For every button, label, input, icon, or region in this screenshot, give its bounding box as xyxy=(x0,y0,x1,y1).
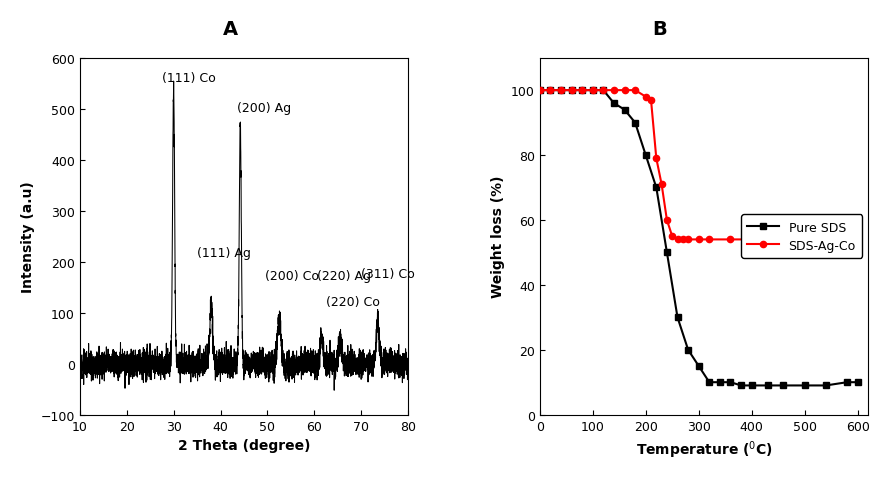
Legend: Pure SDS, SDS-Ag-Co: Pure SDS, SDS-Ag-Co xyxy=(741,215,862,258)
SDS-Ag-Co xyxy=(651,156,662,162)
SDS-Ag-Co xyxy=(672,237,683,243)
SDS-Ag-Co xyxy=(746,237,757,243)
Pure SDS xyxy=(534,88,545,94)
Line: Pure SDS: Pure SDS xyxy=(537,88,861,389)
Pure SDS xyxy=(672,315,683,321)
Text: (111) Ag: (111) Ag xyxy=(197,246,251,260)
Text: (311) Co: (311) Co xyxy=(361,267,416,280)
SDS-Ag-Co xyxy=(556,88,566,94)
X-axis label: Temperature ($^0$C): Temperature ($^0$C) xyxy=(635,438,773,460)
Pure SDS xyxy=(598,88,609,94)
Pure SDS xyxy=(852,380,863,386)
Text: (111) Co: (111) Co xyxy=(162,72,215,85)
SDS-Ag-Co xyxy=(799,237,810,243)
Pure SDS xyxy=(662,250,672,256)
SDS-Ag-Co xyxy=(641,95,651,101)
Line: SDS-Ag-Co: SDS-Ag-Co xyxy=(537,88,861,243)
SDS-Ag-Co xyxy=(725,237,735,243)
SDS-Ag-Co xyxy=(598,88,609,94)
Text: A: A xyxy=(222,20,238,39)
SDS-Ag-Co xyxy=(534,88,545,94)
SDS-Ag-Co xyxy=(577,88,587,94)
SDS-Ag-Co xyxy=(566,88,577,94)
SDS-Ag-Co xyxy=(694,237,704,243)
Pure SDS xyxy=(577,88,587,94)
SDS-Ag-Co xyxy=(773,237,783,243)
SDS-Ag-Co xyxy=(662,218,672,224)
Pure SDS xyxy=(683,347,694,353)
SDS-Ag-Co xyxy=(646,98,657,103)
Pure SDS xyxy=(778,383,789,388)
Pure SDS xyxy=(799,383,810,388)
SDS-Ag-Co xyxy=(667,234,678,240)
Pure SDS xyxy=(715,380,726,386)
X-axis label: 2 Theta (degree): 2 Theta (degree) xyxy=(178,438,310,452)
Pure SDS xyxy=(619,107,630,113)
Text: (200) Co: (200) Co xyxy=(265,269,319,283)
Text: (220) Ag: (220) Ag xyxy=(317,269,370,283)
Pure SDS xyxy=(609,101,619,107)
SDS-Ag-Co xyxy=(619,88,630,94)
Pure SDS xyxy=(842,380,852,386)
SDS-Ag-Co xyxy=(587,88,598,94)
Text: (220) Co: (220) Co xyxy=(326,295,380,308)
Y-axis label: Weight loss (%): Weight loss (%) xyxy=(492,176,505,298)
Pure SDS xyxy=(545,88,556,94)
Pure SDS xyxy=(694,363,704,369)
SDS-Ag-Co xyxy=(609,88,619,94)
Pure SDS xyxy=(704,380,715,386)
Pure SDS xyxy=(587,88,598,94)
SDS-Ag-Co xyxy=(852,234,863,240)
Pure SDS xyxy=(820,383,831,388)
Pure SDS xyxy=(630,121,641,126)
SDS-Ag-Co xyxy=(683,237,694,243)
SDS-Ag-Co xyxy=(545,88,556,94)
Pure SDS xyxy=(651,185,662,191)
Text: B: B xyxy=(653,20,667,39)
SDS-Ag-Co xyxy=(704,237,715,243)
SDS-Ag-Co xyxy=(826,237,836,243)
Text: (200) Ag: (200) Ag xyxy=(237,102,291,115)
Pure SDS xyxy=(762,383,773,388)
SDS-Ag-Co xyxy=(630,88,641,94)
Pure SDS xyxy=(641,153,651,159)
Pure SDS xyxy=(725,380,735,386)
SDS-Ag-Co xyxy=(678,237,688,243)
SDS-Ag-Co xyxy=(657,182,667,188)
Pure SDS xyxy=(746,383,757,388)
Pure SDS xyxy=(566,88,577,94)
Pure SDS xyxy=(735,383,746,388)
Y-axis label: Intensity (a.u): Intensity (a.u) xyxy=(21,181,35,292)
Pure SDS xyxy=(556,88,566,94)
